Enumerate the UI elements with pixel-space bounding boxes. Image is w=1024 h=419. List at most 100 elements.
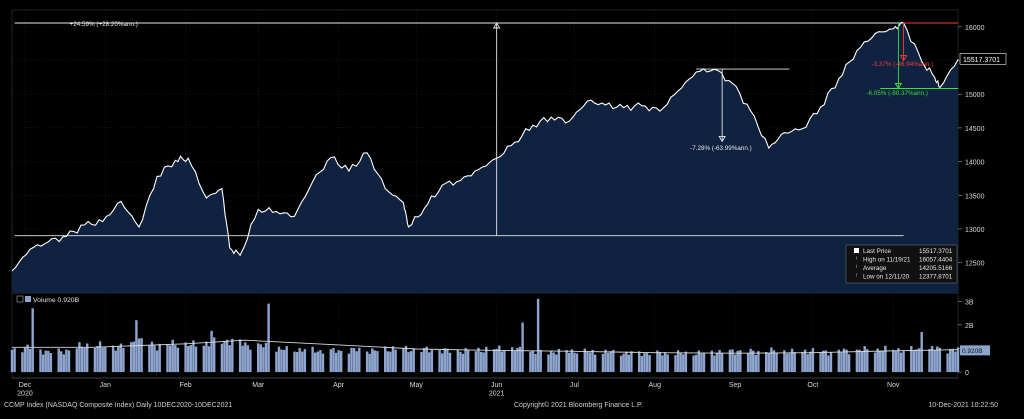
volume-bar	[223, 341, 226, 373]
volume-bar	[684, 351, 688, 373]
volume-bar	[176, 347, 180, 373]
volume-bar	[873, 352, 877, 373]
volume-bar	[205, 341, 208, 373]
volume-bar	[347, 353, 351, 373]
volume-bar	[150, 341, 154, 373]
volume-bar	[319, 350, 322, 373]
volume-bar	[858, 349, 861, 373]
annotation-label: +24.59% (+28.20%ann.)	[70, 21, 138, 28]
volume-bar	[956, 347, 960, 373]
volume-bar	[837, 349, 840, 373]
volume-bar	[894, 351, 897, 373]
x-tick-label: Nov	[887, 382, 900, 389]
volume-bar	[752, 350, 755, 373]
volume-bar	[575, 353, 579, 373]
volume-legend-label: Volume 0.920B	[33, 297, 80, 304]
volume-bar	[785, 353, 789, 373]
volume-bar	[949, 349, 952, 373]
price-tick-label: 13000	[965, 227, 985, 234]
volume-bar	[609, 351, 612, 373]
volume-bar	[513, 350, 516, 373]
volume-bar	[358, 347, 361, 373]
volume-bar	[917, 348, 921, 373]
x-tick-label: Mar	[252, 382, 265, 389]
volume-bar	[692, 355, 695, 373]
volume-bar	[479, 351, 483, 373]
volume-bar	[303, 349, 307, 373]
volume-bar	[897, 348, 900, 373]
legend-label: High on 11/19/21	[863, 257, 911, 264]
volume-bar	[474, 351, 478, 373]
volume-bar	[189, 344, 192, 373]
volume-bar	[638, 351, 641, 373]
footer-copyright: Copyright© 2021 Bloomberg Finance L.P.	[514, 402, 643, 409]
x-tick-label: Jan	[100, 382, 111, 389]
price-line	[11, 21, 959, 272]
price-tick-label: 12500	[965, 261, 985, 268]
price-tick-label: 13500	[965, 193, 985, 200]
chart-legend[interactable]: Last Price 15517.3701 ╵ High on 11/19/21 160…	[845, 244, 958, 284]
volume-bar	[280, 349, 283, 373]
volume-bar	[67, 350, 71, 373]
volume-bar	[23, 347, 27, 373]
legend-marker-icon: ╵	[855, 264, 858, 272]
volume-bar	[438, 350, 441, 373]
volume-bar	[482, 352, 485, 373]
volume-bar	[658, 352, 662, 373]
volume-bar	[946, 353, 949, 373]
volume-bar	[606, 352, 610, 373]
volume-axis: 3B2B1B00.920B	[958, 299, 990, 377]
volume-bar	[511, 347, 514, 373]
volume-bar	[640, 356, 643, 373]
volume-bar	[464, 348, 467, 373]
volume-bar	[718, 349, 721, 373]
volume-bar	[352, 348, 356, 373]
volume-bar	[516, 348, 519, 373]
x-tick-label: Jul	[570, 382, 579, 389]
volume-bar	[137, 338, 141, 373]
last-price-tag-box	[959, 53, 1007, 65]
volume-bar	[793, 352, 796, 373]
volume-bar	[630, 351, 633, 373]
legend-value: 14205.5166	[919, 265, 953, 272]
volume-bar	[132, 341, 135, 373]
volume-bar	[384, 346, 387, 373]
volume-bar	[715, 353, 719, 373]
volume-bar	[570, 349, 573, 373]
volume-bar	[811, 348, 815, 373]
annotation-label: -3.37% (-46.94%ann.)	[872, 61, 934, 68]
volume-bar	[329, 349, 332, 373]
volume-bar	[376, 351, 379, 373]
volume-bar	[586, 351, 589, 373]
volume-bar	[557, 349, 561, 373]
volume-bar	[951, 348, 954, 373]
volume-bar	[459, 351, 462, 373]
volume-tick-label: 2B	[965, 323, 974, 330]
volume-bar	[192, 340, 195, 373]
legend-value: 15517.3701	[919, 248, 953, 255]
volume-bar	[801, 351, 804, 373]
volume-bar	[495, 348, 498, 373]
volume-bar	[448, 352, 452, 373]
volume-bar	[114, 350, 117, 373]
volume-bar	[809, 351, 812, 373]
volume-tag-value: 0.920B	[962, 348, 983, 355]
volume-bar	[536, 298, 540, 373]
volume-bar	[441, 353, 444, 373]
legend-label: Low on 12/11/20	[863, 274, 910, 281]
volume-bar	[936, 346, 939, 373]
volume-bar	[612, 349, 615, 373]
legend-marker-icon: ╵	[855, 273, 858, 281]
volume-bar	[485, 346, 488, 373]
volume-bar	[96, 346, 99, 373]
volume-bar	[661, 355, 664, 373]
volume-bar	[119, 343, 123, 373]
volume-bar	[829, 352, 833, 373]
volume-bar	[101, 347, 104, 373]
volume-bar	[710, 350, 713, 373]
volume-legend[interactable]: Volume 0.920B	[16, 295, 80, 304]
volume-bar	[80, 346, 84, 373]
volume-average-line	[12, 339, 959, 354]
volume-bar	[728, 349, 732, 373]
volume-bar	[676, 350, 680, 373]
